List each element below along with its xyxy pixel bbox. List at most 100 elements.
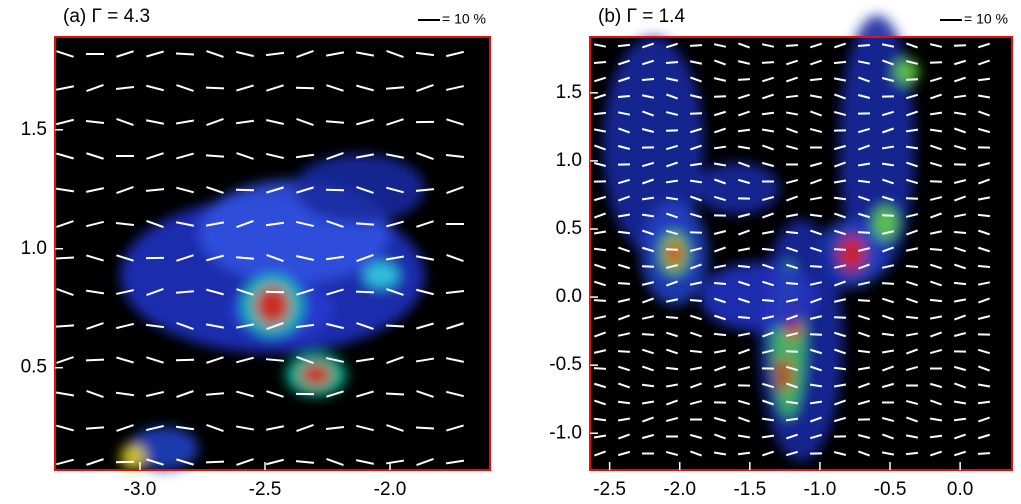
vector (978, 297, 990, 304)
vector (416, 220, 434, 228)
vector (737, 178, 751, 185)
vector (175, 221, 195, 227)
vector (833, 60, 847, 65)
vector (905, 93, 919, 100)
vector (809, 433, 823, 440)
intensity-blob (666, 240, 682, 267)
vector (977, 162, 991, 167)
vector (785, 59, 799, 66)
vector (785, 332, 799, 337)
vector (355, 459, 375, 465)
vector (326, 288, 344, 296)
vector (785, 44, 799, 47)
vector (810, 365, 822, 372)
vector (446, 186, 464, 194)
vector (761, 280, 775, 287)
vector (881, 230, 895, 235)
vector (665, 61, 679, 64)
vector (977, 400, 991, 405)
vector (618, 433, 630, 440)
vector (205, 86, 225, 90)
vector (713, 297, 727, 304)
vector (445, 357, 465, 363)
vector (905, 247, 919, 252)
vector (593, 247, 607, 252)
vector (446, 50, 464, 58)
vector (930, 399, 942, 406)
vector (55, 187, 75, 193)
vector (145, 188, 165, 192)
vector (355, 153, 375, 159)
vector (146, 458, 164, 466)
vector (265, 358, 285, 362)
vector (809, 333, 823, 336)
vector (929, 161, 943, 168)
vector (978, 365, 990, 372)
vector (266, 458, 284, 466)
vector (929, 196, 943, 201)
intensity-blob (120, 444, 147, 471)
vector (206, 423, 224, 433)
vector (85, 426, 105, 430)
vector (762, 144, 774, 151)
vector (930, 331, 942, 338)
vector (785, 76, 799, 83)
vector (786, 127, 798, 134)
vector (713, 349, 727, 354)
vector (833, 248, 847, 251)
vector (617, 43, 631, 48)
vector (689, 44, 703, 47)
vector (834, 93, 846, 100)
vector (642, 229, 654, 236)
vector (265, 51, 285, 57)
vector (809, 161, 823, 168)
vector (785, 282, 799, 285)
vector (146, 84, 164, 92)
vector (665, 366, 679, 371)
vector (665, 42, 679, 49)
vector (386, 355, 404, 365)
vector (618, 127, 630, 134)
vector (265, 425, 285, 431)
vector (881, 264, 895, 269)
vector (618, 314, 630, 321)
vector (56, 424, 74, 432)
vector (977, 433, 991, 440)
vector (785, 400, 799, 405)
vector (641, 333, 655, 336)
vector (978, 416, 990, 423)
vector (641, 59, 655, 66)
vector (415, 188, 435, 192)
vector (882, 178, 894, 185)
vector (641, 196, 655, 201)
vector (834, 348, 846, 355)
vector (977, 315, 991, 320)
vector (713, 314, 727, 321)
vector (116, 424, 134, 432)
vector (929, 43, 943, 48)
vector (415, 255, 435, 261)
vector (266, 186, 284, 194)
vector (593, 382, 607, 389)
vector (906, 110, 918, 117)
vector (737, 213, 751, 218)
vector (617, 332, 631, 337)
vector (929, 230, 943, 235)
vector (236, 152, 254, 160)
vector (56, 458, 74, 466)
vector (355, 222, 375, 226)
vector (593, 434, 607, 439)
vector (266, 152, 284, 160)
x-tick-label: -2.0 (374, 479, 407, 500)
vector (785, 417, 799, 422)
vector (206, 117, 224, 127)
vector (905, 280, 919, 287)
vector (641, 42, 655, 49)
vector (809, 281, 823, 286)
vector (593, 111, 607, 116)
vector (295, 153, 315, 159)
vector (929, 434, 943, 439)
vector (929, 128, 943, 133)
vector (594, 144, 606, 151)
vector (738, 348, 750, 355)
